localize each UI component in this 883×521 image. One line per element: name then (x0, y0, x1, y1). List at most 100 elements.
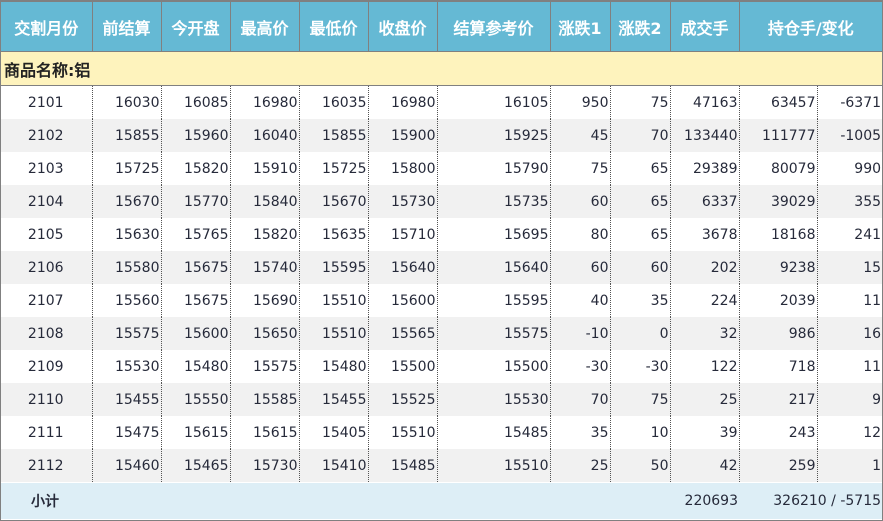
table-cell: 15650 (230, 317, 300, 350)
column-header[interactable]: 今开盘 (161, 2, 231, 52)
table-cell: 15615 (230, 416, 300, 449)
table-cell: 39 (670, 416, 740, 449)
table-cell: 15900 (368, 119, 438, 152)
table-cell: 15710 (368, 218, 438, 251)
column-header[interactable]: 涨跌1 (550, 2, 611, 52)
table-cell: 75 (610, 85, 671, 119)
table-cell: 65 (610, 152, 671, 185)
table-cell: 15675 (161, 251, 231, 284)
table-cell: 15675 (161, 284, 231, 317)
table-cell: 15690 (230, 284, 300, 317)
column-header[interactable]: 收盘价 (368, 2, 438, 52)
table-cell: 1 (817, 449, 882, 483)
table-cell: 15455 (299, 383, 369, 416)
table-cell: 990 (817, 152, 882, 185)
table-cell: 718 (739, 350, 818, 383)
subtotal-label: 小计 (1, 482, 161, 519)
table-cell: 18168 (739, 218, 818, 251)
table-row[interactable]: 2103 15725 15820 15910 15725 15800 15790 75 65 29… (1, 152, 882, 185)
column-header[interactable]: 最低价 (299, 2, 369, 52)
table-row[interactable]: 2104 15670 15770 15840 15670 15730 15735 60 65 63… (1, 185, 882, 218)
column-header[interactable]: 涨跌2 (610, 2, 671, 52)
table-cell: 15565 (368, 317, 438, 350)
table-cell: 75 (610, 383, 671, 416)
table-cell: 2106 (1, 251, 93, 284)
table-row[interactable]: 2106 15580 15675 15740 15595 15640 15640 60 60 20… (1, 251, 882, 284)
table-cell: 6337 (670, 185, 740, 218)
table-row[interactable]: 2111 15475 15615 15615 15405 15510 15485 35 10 39… (1, 416, 882, 449)
table-cell: 16040 (230, 119, 300, 152)
table-cell: 15510 (368, 416, 438, 449)
table-row[interactable]: 2102 15855 15960 16040 15855 15900 15925 45 70 13… (1, 119, 882, 152)
table-cell: 986 (739, 317, 818, 350)
column-header[interactable]: 结算参考价 (437, 2, 551, 52)
table-cell: 15510 (299, 284, 369, 317)
column-header[interactable]: 最高价 (230, 2, 300, 52)
table-cell: 15500 (368, 350, 438, 383)
table-cell: 60 (610, 251, 671, 284)
table-cell: 29389 (670, 152, 740, 185)
table-cell: 15500 (437, 350, 551, 383)
table-cell: 15765 (161, 218, 231, 251)
table-cell: 15630 (92, 218, 162, 251)
table-cell: 15640 (437, 251, 551, 284)
table-cell: 2112 (1, 449, 93, 483)
table-cell: 35 (550, 416, 611, 449)
table-cell: 15585 (230, 383, 300, 416)
column-header[interactable]: 成交手 (670, 2, 740, 52)
table-cell: 15480 (299, 350, 369, 383)
table-cell: 15485 (368, 449, 438, 483)
table-cell: 15600 (368, 284, 438, 317)
table-cell: 15695 (437, 218, 551, 251)
table-cell: 16980 (230, 85, 300, 119)
table-cell: 39029 (739, 185, 818, 218)
table-cell: 0 (610, 317, 671, 350)
table-cell: 15595 (299, 251, 369, 284)
column-header[interactable]: 交割月份 (1, 2, 93, 52)
table-cell: 25 (670, 383, 740, 416)
table-cell: 122 (670, 350, 740, 383)
table-row[interactable]: 2108 15575 15600 15650 15510 15565 15575 -10 0 32… (1, 317, 882, 350)
table-cell: 15465 (161, 449, 231, 483)
table-row[interactable]: 2109 15530 15480 15575 15480 15500 15500 -30 -30… (1, 350, 882, 383)
table-cell: 15410 (299, 449, 369, 483)
table-cell: 47163 (670, 85, 740, 119)
table-cell: 224 (670, 284, 740, 317)
table-cell: 16035 (299, 85, 369, 119)
column-header[interactable]: 持仓手/变化 (739, 2, 882, 52)
table-row[interactable]: 2101 16030 16085 16980 16035 16980 16105 950 75 4… (1, 85, 882, 119)
table-cell: -30 (550, 350, 611, 383)
table-cell: 15405 (299, 416, 369, 449)
table-cell: 70 (550, 383, 611, 416)
table-cell: 16980 (368, 85, 438, 119)
table-cell: 32 (670, 317, 740, 350)
table-cell: 15455 (92, 383, 162, 416)
header-row: 交割月份 前结算 今开盘 最高价 最低价 收盘价 结算参考价 涨跌1 涨跌2 成交手 持仓手/变化 (1, 2, 882, 52)
table-row[interactable]: 2110 15455 15550 15585 15455 15525 15530 70 75 25… (1, 383, 882, 416)
table-cell: 15460 (92, 449, 162, 483)
table-cell: -6371 (817, 85, 882, 119)
table-cell: 15530 (437, 383, 551, 416)
table-cell: 16030 (92, 85, 162, 119)
table-cell: 65 (610, 185, 671, 218)
table-cell: 15960 (161, 119, 231, 152)
table-cell: 15725 (299, 152, 369, 185)
table-row[interactable]: 2112 15460 15465 15730 15410 15485 15510 25 50 42… (1, 449, 882, 483)
table-cell: 15530 (92, 350, 162, 383)
subtotal-volume: 220693 (670, 482, 739, 519)
table-cell: 15925 (437, 119, 551, 152)
table-cell: 15 (817, 251, 882, 284)
column-header[interactable]: 前结算 (92, 2, 162, 52)
table-cell: 80079 (739, 152, 818, 185)
table-cell: 16 (817, 317, 882, 350)
table-cell: 15510 (437, 449, 551, 483)
table-row[interactable]: 2105 15630 15765 15820 15635 15710 15695 80 65 36… (1, 218, 882, 251)
table-cell: 111777 (739, 119, 818, 152)
table-cell: 15485 (437, 416, 551, 449)
table-cell: 3678 (670, 218, 740, 251)
table-cell: 15640 (368, 251, 438, 284)
table-cell: 15480 (161, 350, 231, 383)
table-cell: 259 (739, 449, 818, 483)
table-row[interactable]: 2107 15560 15675 15690 15510 15600 15595 40 35 22… (1, 284, 882, 317)
